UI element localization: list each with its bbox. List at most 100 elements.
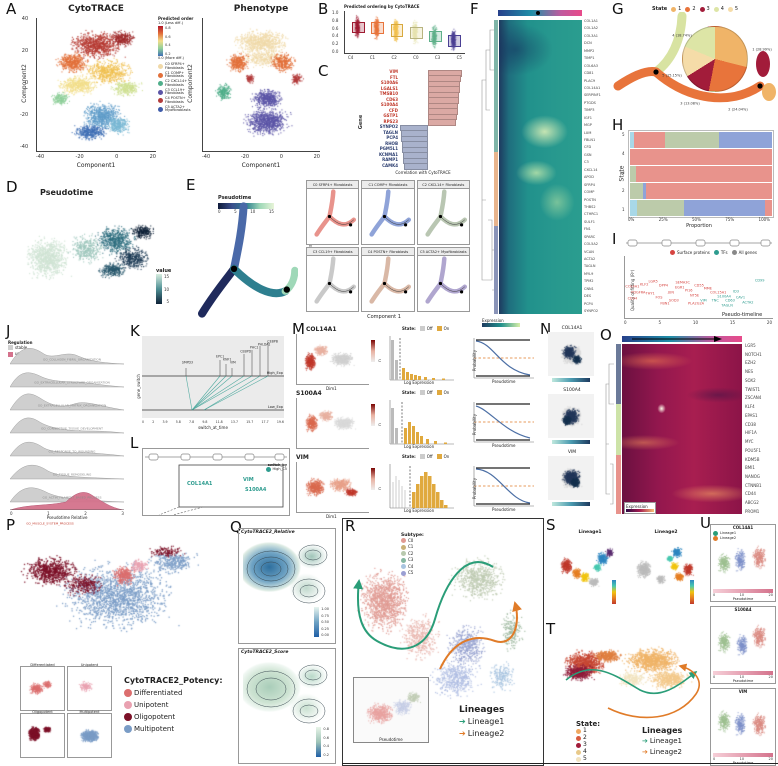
m-scatter-0: [296, 334, 375, 385]
f-gene: MYL9: [584, 271, 594, 276]
panel-q-letter: Q: [230, 518, 242, 536]
legend-item: stable: [8, 345, 32, 350]
panel-u-letter: U: [700, 514, 711, 532]
h-ytick: 2: [622, 188, 625, 194]
f-gene: SERPINF1: [584, 93, 601, 98]
i-gene-label: LGR5: [648, 279, 658, 284]
k-gene-label: PHC1: [249, 345, 259, 350]
q-colorbar-score: 0.8 0.6 0.4 0.2: [316, 727, 329, 757]
a-ytick: 20: [21, 48, 29, 54]
n-title-0: COL14A1: [561, 326, 583, 331]
i-gene-label: S100A4: [717, 294, 731, 299]
p-inset-title-2: Oligopotent: [32, 710, 53, 714]
j-go-terms: GO_COLLAGEN_FIBRIL_ORGANIZATION GO_EXTRAC…: [10, 338, 124, 525]
m-scatter-canvas-1: [297, 398, 369, 448]
h-ytick: 5: [622, 132, 625, 137]
b-categories: C4 C1 C2 C0 C3 C5: [348, 55, 462, 60]
bar-gene-label: S100A6: [380, 80, 398, 86]
b-category: C2: [391, 55, 397, 60]
j-ridges: [10, 348, 124, 510]
q-contours-relative: [246, 544, 328, 604]
legend-item: On: [436, 326, 449, 331]
phenotype-plot: [202, 18, 320, 152]
legend-item: ➔ Lineage2: [459, 729, 505, 738]
f-pseudotime-bar: [498, 10, 582, 16]
e-facet-5: C5 ACTA2+ Myofibroblasts: [416, 247, 470, 312]
r-subtype-title: Subtype:: [401, 533, 424, 538]
f-gene: MMP2: [584, 48, 595, 53]
n-title-1: S100A4: [563, 388, 581, 393]
m-scatter-2: [296, 462, 375, 513]
bar-row: RPS23: [362, 119, 466, 126]
stack-row: [630, 183, 772, 199]
o-gene-list: LGR5 NOTCH1 EZH2 NES SOX2 TWIST1 ZSCAN4 KLF4 EPA…: [745, 344, 762, 514]
panel-n-letter: N: [540, 320, 552, 338]
e-cbar-tick: 10: [250, 209, 256, 214]
bar-row: S100A6: [362, 80, 466, 88]
legend-item: 1: [576, 728, 600, 734]
f-gene: FN1: [584, 227, 591, 232]
q-tick-relative: 0.00: [321, 633, 329, 637]
a-xtick: 0: [115, 154, 119, 160]
e-cbar-tick: 0: [218, 209, 221, 214]
m-gene-2: VIM: [296, 454, 309, 461]
m-hist-ylabel-2: n: [376, 487, 382, 490]
q-tick-relative: 0.25: [321, 626, 329, 631]
n-colorbar-1: [552, 440, 590, 444]
bar-gene-label: FTL: [389, 74, 398, 80]
u-pseudotime-strip-1: [713, 671, 773, 675]
t-lineage-items: ➔ Lineage1 ➔ Lineage2: [642, 738, 682, 756]
a-legend-title: Predicted order: [158, 16, 194, 21]
k-gene-labels: SMPD3 EPC1 KNF1 VIM CEBPD PHC1 PHLDA1 CEBPB: [142, 336, 284, 418]
k-gene-label: EPC1: [215, 353, 225, 358]
m-state-legend-2: State: Off On: [402, 454, 449, 459]
g-pie-label: 5 (15.15%): [662, 73, 682, 78]
u-title-2: VIM: [738, 689, 748, 694]
m-scatter-canvas-0: [297, 334, 369, 384]
i-gene-label: VIM: [700, 297, 707, 302]
f-gene: COMP: [584, 190, 595, 195]
i-gene-label: ACTA2: [742, 300, 754, 305]
stack-row: [630, 166, 772, 182]
i-xtick: 0: [624, 320, 627, 325]
f-expression-label: Expression: [482, 318, 504, 323]
panel-p-letter: P: [6, 516, 16, 534]
k-xtick: 7.8: [189, 420, 195, 424]
q-title-score: CytoTRACE2_Score: [241, 650, 289, 655]
i-gene-label: COL4A1: [625, 284, 640, 289]
bar-gene-label: LGALS1: [380, 85, 398, 91]
o-gene: CD44: [745, 491, 756, 497]
k-xtick: 11.8: [215, 420, 223, 424]
l-gene-col14a1: COL14A1: [187, 481, 213, 487]
j-go-term: GO_EXTRACELLULAR_STRUCTURE_ORGANIZATION: [34, 380, 110, 385]
f-gene: SYNPO2: [584, 309, 599, 314]
a-xtick: -40: [36, 154, 45, 160]
r-lineages-title: Lineages: [459, 705, 505, 715]
panel-e-facets: Component 2 Component 1 C0 SFRP4+ Fibrob…: [298, 180, 470, 322]
a-ytick: 40: [21, 16, 29, 22]
q-tick-score: 0.6: [323, 735, 329, 740]
legend-item: 2: [685, 6, 696, 12]
j-legend: Regulation stable up: [8, 340, 32, 357]
legend-item: ➔ Lineage1: [642, 737, 682, 745]
f-gene: MGP: [584, 123, 592, 128]
e-cbar-tick: 15: [268, 209, 274, 214]
b-category: C5: [456, 55, 462, 60]
m-hist-ylabel-0: n: [376, 359, 382, 362]
bar-gene-label: KCNMA1: [378, 151, 398, 157]
a-legend-mids: 0.8 0.6 0.4 0.2: [165, 26, 171, 56]
a-legend-bottom: 0.0 (More diff.): [158, 56, 184, 60]
u-xtick-2: 10: [739, 757, 745, 761]
o-expression-label: Expression: [626, 504, 648, 509]
f-gene: DES: [584, 294, 592, 299]
panel-s-letter: S: [546, 516, 556, 534]
a-legend-mid: 0.8: [165, 26, 171, 30]
panel-p: P Differentiated Unipotent Oligopotent M…: [6, 518, 228, 764]
b-category: C3: [434, 55, 441, 60]
b-box-c3: [429, 31, 442, 43]
r-subtype-legend: Subtype: C0 C1 C2 C3 C4 C5: [401, 533, 424, 576]
h-xtick: 100%: [758, 217, 770, 222]
e-facet-4-title: C4 POSTN+ Fibroblasts: [362, 248, 414, 256]
bar-row: LGALS1: [362, 85, 466, 94]
